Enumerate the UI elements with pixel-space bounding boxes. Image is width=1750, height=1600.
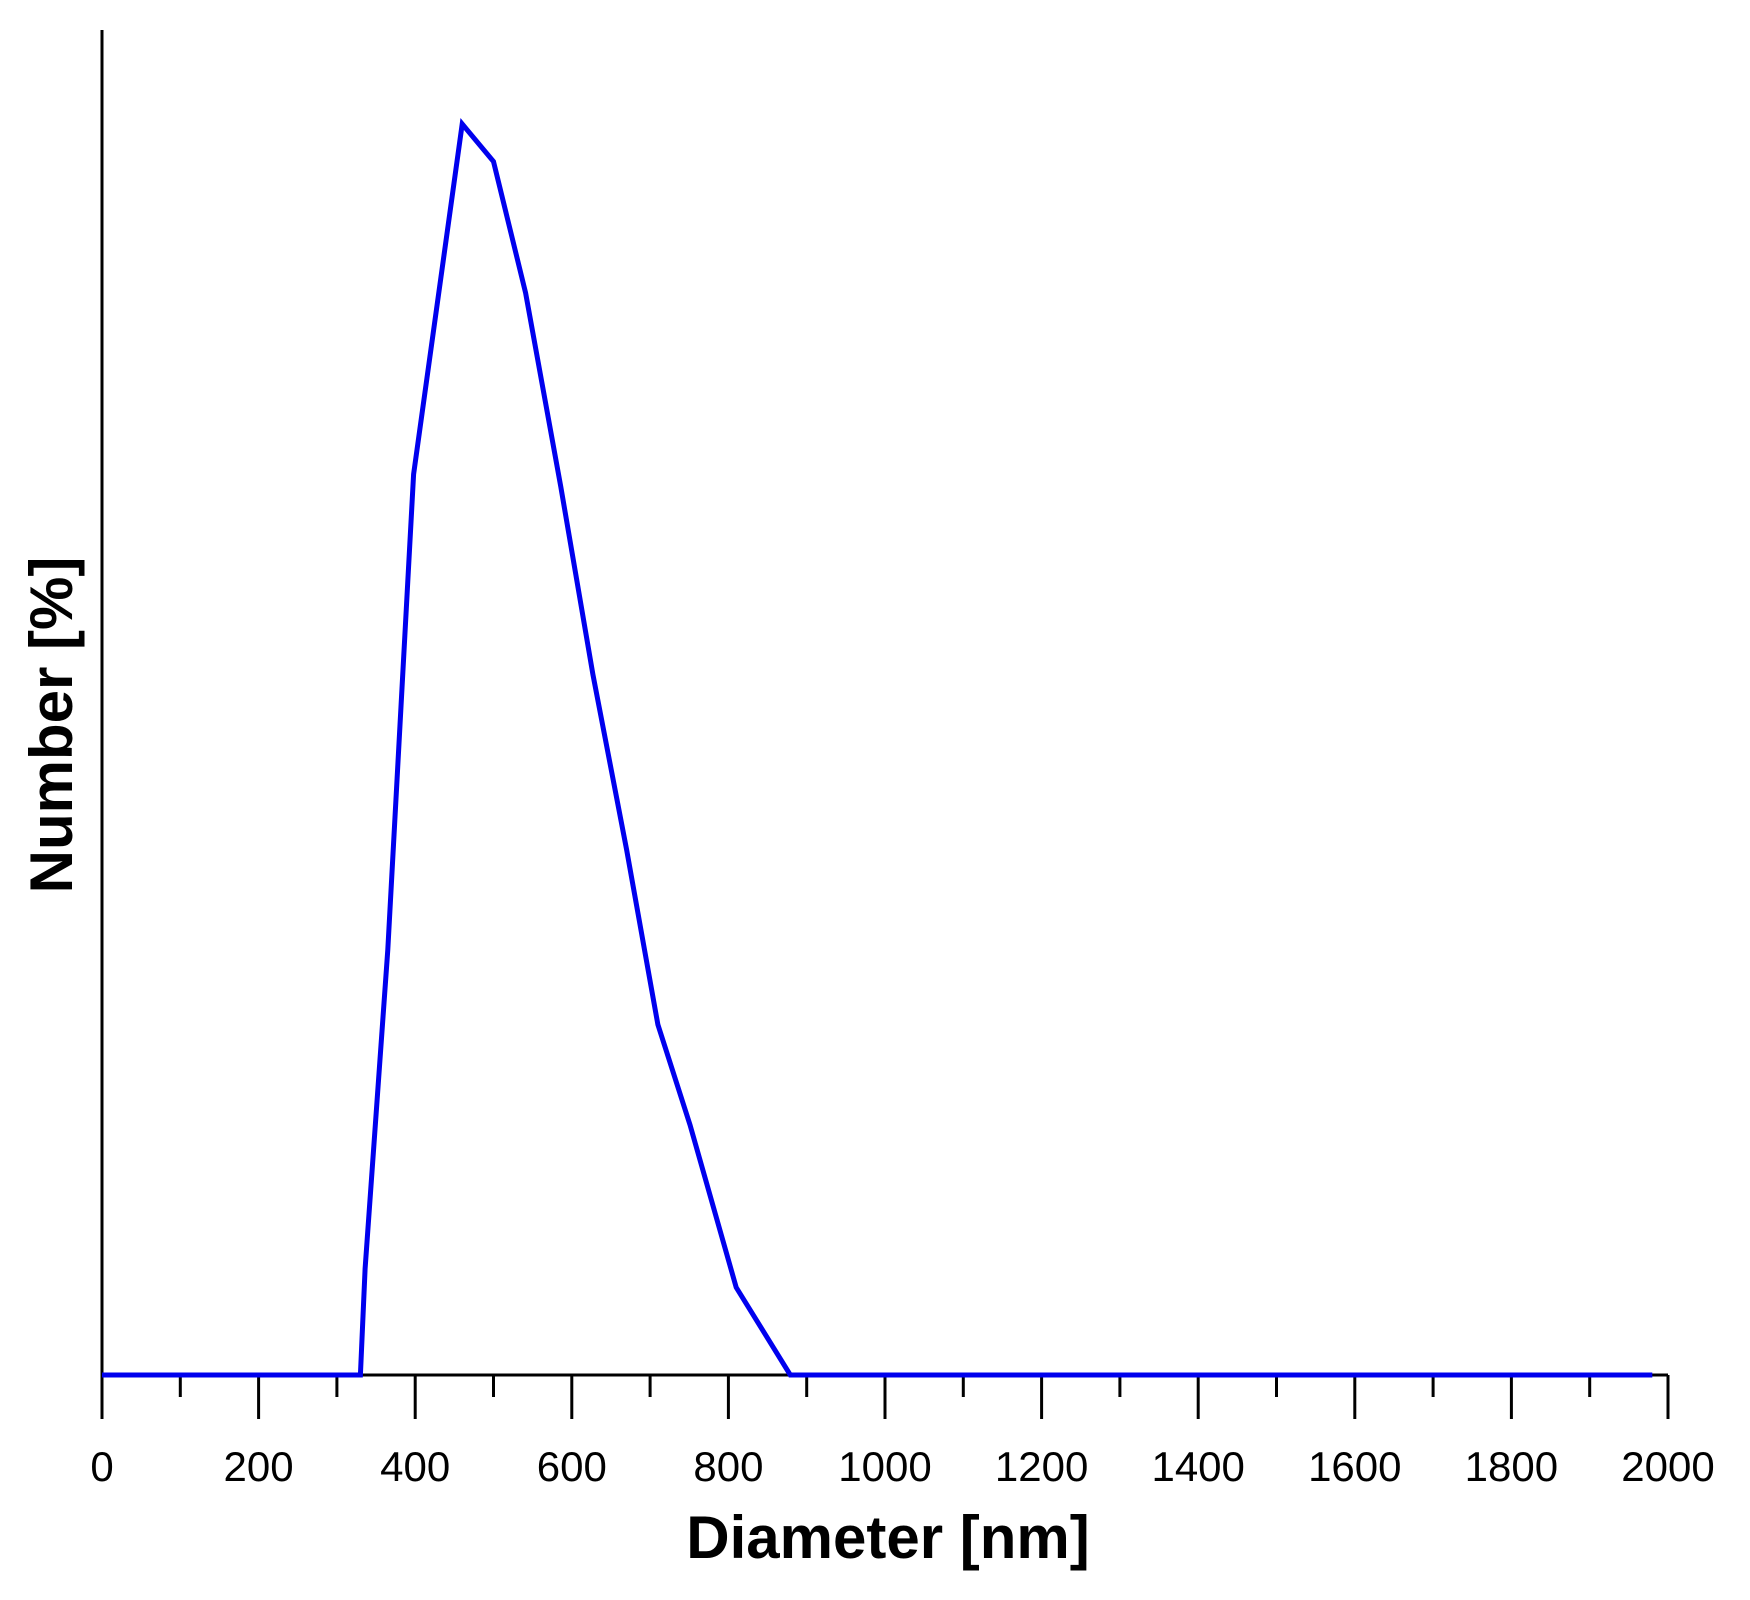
x-tick-label: 1200: [995, 1443, 1088, 1490]
plot-series: [102, 118, 1653, 1378]
series-line: [102, 118, 1653, 1378]
x-tick-label: 1600: [1308, 1443, 1401, 1490]
x-tick-label: 200: [224, 1443, 294, 1490]
x-axis: 0 200 400 600 800 1000 1200 1400 1600 1800 2000: [90, 1373, 1715, 1490]
y-axis-title: Number [%]: [18, 557, 85, 894]
x-tick-label: 600: [537, 1443, 607, 1490]
x-axis-title: Diameter [nm]: [686, 1504, 1089, 1571]
x-tick-label: 1000: [838, 1443, 931, 1490]
x-tick-label: 800: [693, 1443, 763, 1490]
x-tick-label: 1400: [1151, 1443, 1244, 1490]
x-tick-label: 2000: [1621, 1443, 1714, 1490]
x-tick-label: 400: [380, 1443, 450, 1490]
x-tick-label: 1800: [1465, 1443, 1558, 1490]
x-tick-label: 0: [90, 1443, 113, 1490]
